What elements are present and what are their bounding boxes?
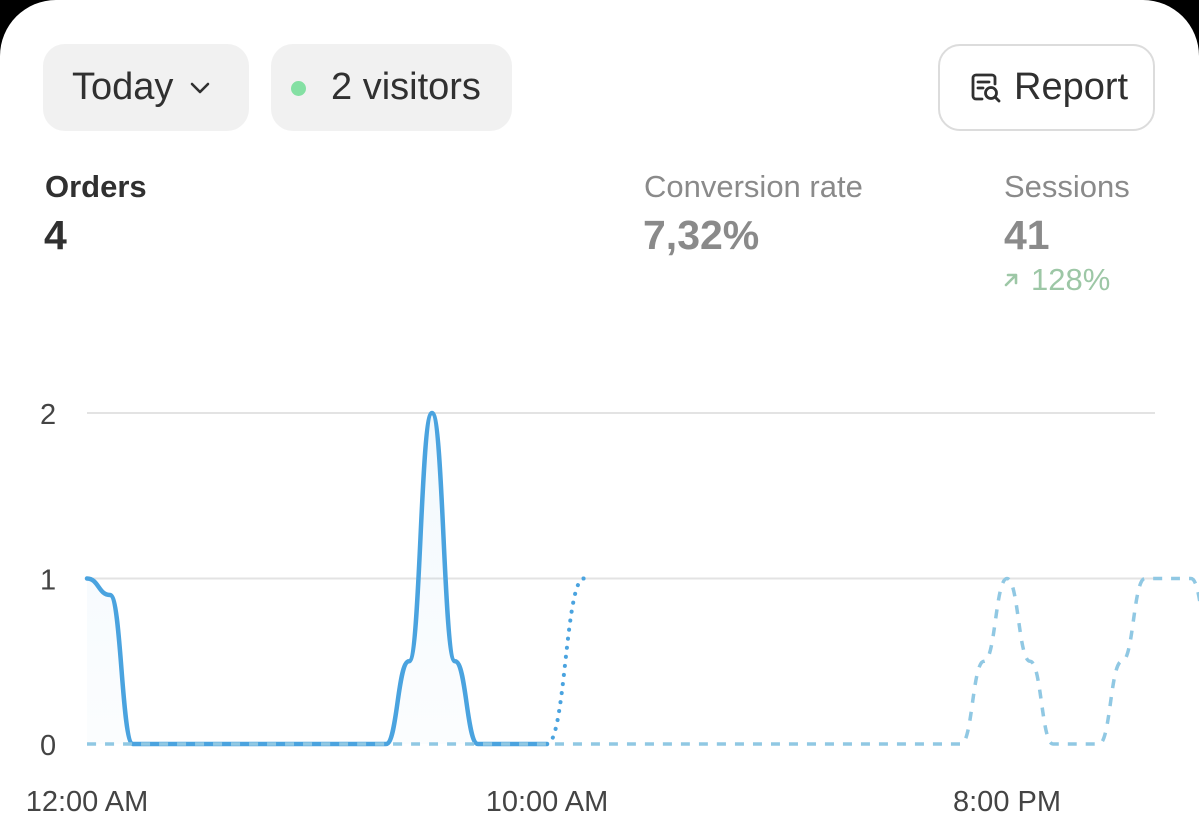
series-area-fill	[87, 413, 547, 744]
x-tick-label: 12:00 AM	[26, 786, 149, 818]
arrow-up-right-icon	[1003, 272, 1019, 288]
conversion-rate-metric-value: 7,32%	[643, 212, 760, 258]
y-tick-label: 2	[40, 399, 56, 431]
live-indicator-dot	[291, 81, 306, 96]
chevron-down-icon	[189, 81, 211, 95]
sessions-metric-label[interactable]: Sessions	[1004, 169, 1130, 204]
live-visitors-pill[interactable]: 2 visitors	[271, 44, 512, 131]
x-tick-label: 8:00 PM	[953, 786, 1061, 818]
orders-metric-value: 4	[44, 212, 67, 258]
sessions-metric-value: 41	[1004, 212, 1050, 258]
report-search-icon	[968, 70, 1004, 106]
date-range-label: Today	[72, 66, 174, 108]
y-tick-label: 0	[40, 730, 56, 762]
y-tick-label: 1	[40, 565, 56, 597]
series-line-today-projection	[545, 576, 586, 746]
sessions-change-value: 128%	[1031, 262, 1111, 297]
x-tick-label: 10:00 AM	[486, 786, 609, 818]
conversion-rate-metric-label[interactable]: Conversion rate	[644, 169, 863, 204]
series-line-today	[84, 410, 550, 747]
sessions-change-badge: 128%	[1003, 262, 1110, 298]
report-button[interactable]: Report	[938, 44, 1155, 131]
series-line-comparison	[87, 576, 1199, 746]
live-visitors-label: 2 visitors	[331, 66, 481, 108]
date-range-dropdown[interactable]: Today	[43, 44, 249, 131]
report-button-label: Report	[1014, 66, 1129, 108]
orders-metric-label[interactable]: Orders	[45, 169, 147, 204]
